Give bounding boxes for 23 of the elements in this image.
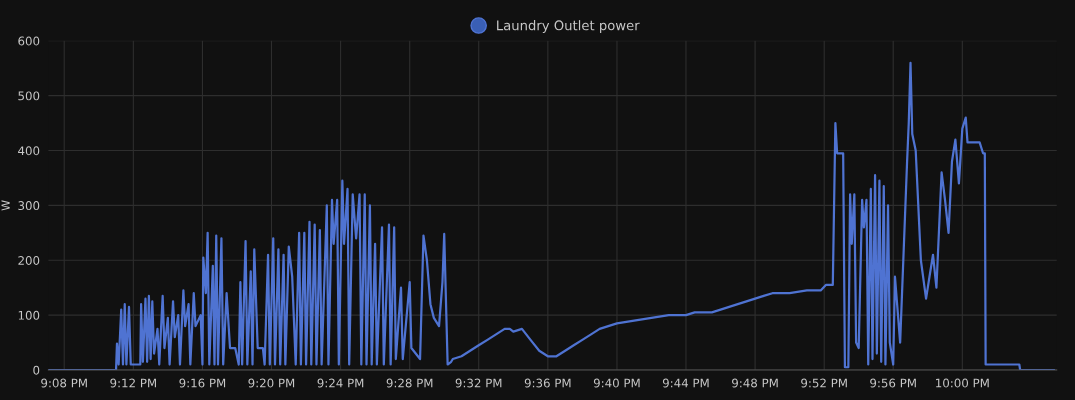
y-tick-label: 300 — [18, 201, 40, 211]
x-tick-label: 9:48 PM — [732, 378, 778, 388]
y-axis-title: W — [1, 200, 10, 211]
x-tick-label: 9:32 PM — [455, 378, 502, 388]
x-tick-label: 9:16 PM — [179, 378, 226, 388]
x-tick-label: 10:00 PM — [936, 378, 989, 388]
x-tick-label: 9:12 PM — [110, 378, 156, 388]
x-tick-label: 9:28 PM — [386, 378, 433, 388]
y-tick-label: 200 — [18, 255, 40, 265]
y-tick-label: 600 — [18, 36, 40, 46]
y-tick-label: 100 — [18, 310, 40, 320]
x-tick-label: 9:40 PM — [593, 378, 640, 388]
x-tick-label: 9:56 PM — [870, 378, 916, 388]
y-tick-label: 400 — [18, 146, 40, 156]
legend-label: Laundry Outlet power — [497, 20, 640, 33]
x-tick-label: 9:08 PM — [41, 378, 87, 388]
x-tick-label: 9:36 PM — [524, 378, 571, 388]
x-tick-label: 9:24 PM — [317, 378, 364, 388]
y-tick-label: 500 — [18, 91, 40, 101]
x-tick-label: 9:44 PM — [662, 378, 709, 388]
y-tick-label: 0 — [33, 365, 40, 375]
x-tick-label: 9:52 PM — [801, 378, 847, 388]
x-tick-label: 9:20 PM — [248, 378, 295, 388]
